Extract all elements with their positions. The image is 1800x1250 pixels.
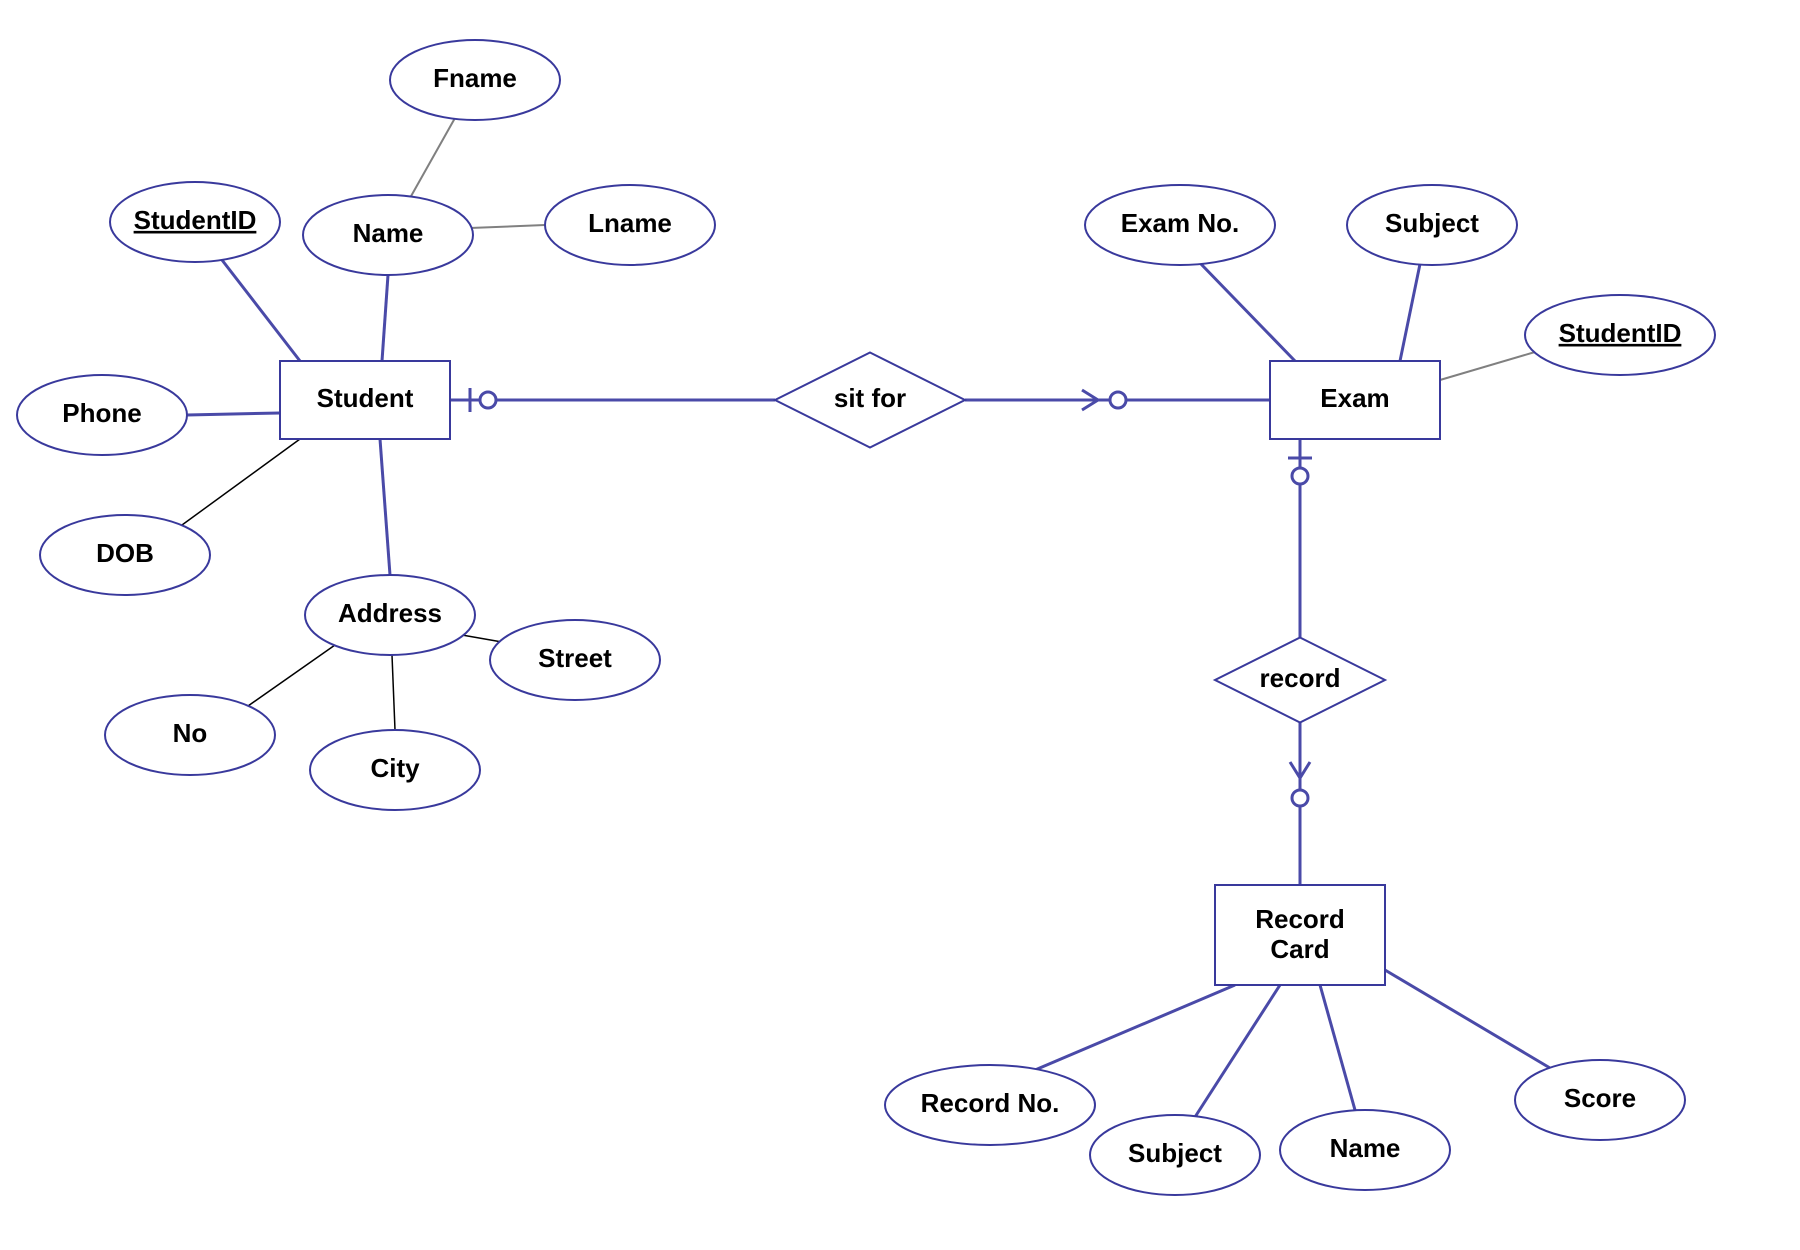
attribute-label-name: Name [353,218,424,248]
attribute-label-examno: Exam No. [1121,208,1240,238]
attribute-label-phone: Phone [62,398,141,428]
attribute-label-recordno: Record No. [921,1088,1060,1118]
attribute-label-address: Address [338,598,442,628]
edge-student-name [382,275,388,361]
attribute-label-lname: Lname [588,208,672,238]
relationship-label-record: record [1260,663,1341,693]
edge-exam-examno [1200,263,1295,361]
attribute-label-name2: Name [1330,1133,1401,1163]
edge-address-street [462,635,502,642]
attribute-label-fname: Fname [433,63,517,93]
attribute-label-city: City [370,753,420,783]
attribute-label-dob: DOB [96,538,154,568]
attribute-label-no: No [173,718,208,748]
edge-name-fname [410,118,455,198]
attribute-label-score: Score [1564,1083,1636,1113]
edge-recordcard-name2 [1320,985,1355,1110]
edge-address-no [248,645,335,706]
edge-recordcard-recordno [1035,985,1235,1070]
edge-address-city [392,655,395,730]
relationship-label-sitfor: sit for [834,383,906,413]
edge-student-address [380,439,390,575]
edge-exam-studentid2 [1440,352,1535,380]
attribute-label-subject2: Subject [1128,1138,1222,1168]
attribute-label-street: Street [538,643,612,673]
attribute-label-studentid: StudentID [134,205,257,235]
edge-student-phone [187,413,280,415]
entity-label-student: Student [317,383,414,413]
entity-label-exam: Exam [1320,383,1389,413]
er-diagram-canvas: sit for record StudentID Name Fname Lname Phon… [0,0,1800,1250]
edge-exam-subject [1400,264,1420,361]
attribute-label-studentid2: StudentID [1559,318,1682,348]
edge-recordcard-score [1385,970,1550,1068]
edge-name-lname [470,225,545,228]
edge-recordcard-subject2 [1195,985,1280,1117]
attributes: StudentID Name Fname Lname Phone DOB Address No… [17,40,1715,1195]
edge-student-dob [182,439,300,525]
edge-student-studentid [222,260,300,361]
attribute-label-subject: Subject [1385,208,1479,238]
